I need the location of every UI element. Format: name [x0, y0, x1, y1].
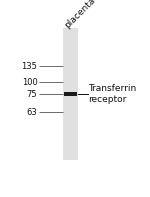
Text: Transferrin
receptor: Transferrin receptor: [88, 84, 137, 104]
Text: 135: 135: [21, 62, 37, 71]
Text: 75: 75: [27, 90, 37, 99]
Text: 63: 63: [27, 108, 37, 117]
Bar: [63, 92, 77, 97]
Text: placenta: placenta: [63, 0, 97, 31]
Bar: [63, 28, 78, 160]
Text: 100: 100: [22, 78, 37, 86]
